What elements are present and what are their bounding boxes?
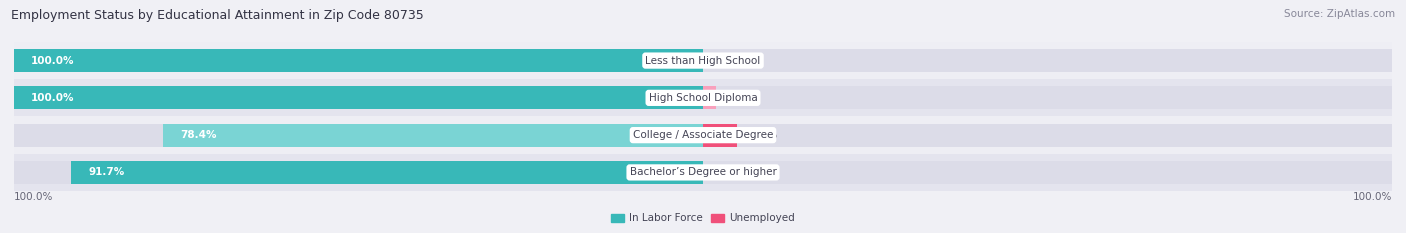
Text: 0.0%: 0.0% (717, 56, 742, 65)
Bar (163, 123, 703, 147)
Bar (14, 123, 703, 147)
Text: 100.0%: 100.0% (1353, 192, 1392, 202)
Text: College / Associate Degree: College / Associate Degree (633, 130, 773, 140)
Text: 100.0%: 100.0% (31, 93, 75, 103)
Text: 0.0%: 0.0% (717, 168, 742, 177)
Text: 78.4%: 78.4% (180, 130, 217, 140)
Text: 100.0%: 100.0% (31, 56, 75, 65)
Bar (703, 123, 738, 147)
Bar (703, 86, 1392, 110)
Bar (14, 86, 703, 110)
Bar (14, 161, 703, 184)
Bar (703, 161, 1392, 184)
Text: 100.0%: 100.0% (14, 192, 53, 202)
Bar (703, 49, 1392, 72)
Text: 5.0%: 5.0% (751, 130, 778, 140)
Bar (14, 86, 703, 110)
Text: 1.9%: 1.9% (730, 93, 756, 103)
Bar (14, 42, 1392, 79)
Bar (703, 123, 1392, 147)
Text: High School Diploma: High School Diploma (648, 93, 758, 103)
Bar (14, 116, 1392, 154)
Bar (14, 79, 1392, 116)
Text: 91.7%: 91.7% (89, 168, 125, 177)
Bar (72, 161, 703, 184)
Text: Employment Status by Educational Attainment in Zip Code 80735: Employment Status by Educational Attainm… (11, 9, 425, 22)
Bar (703, 86, 716, 110)
Bar (14, 49, 703, 72)
Text: Less than High School: Less than High School (645, 56, 761, 65)
Legend: In Labor Force, Unemployed: In Labor Force, Unemployed (607, 209, 799, 228)
Bar (14, 49, 703, 72)
Text: Source: ZipAtlas.com: Source: ZipAtlas.com (1284, 9, 1395, 19)
Text: Bachelor’s Degree or higher: Bachelor’s Degree or higher (630, 168, 776, 177)
Bar (14, 154, 1392, 191)
